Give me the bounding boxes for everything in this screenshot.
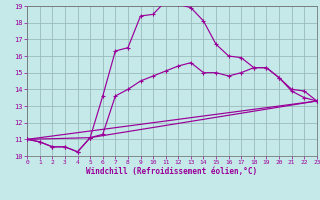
X-axis label: Windchill (Refroidissement éolien,°C): Windchill (Refroidissement éolien,°C): [86, 167, 258, 176]
